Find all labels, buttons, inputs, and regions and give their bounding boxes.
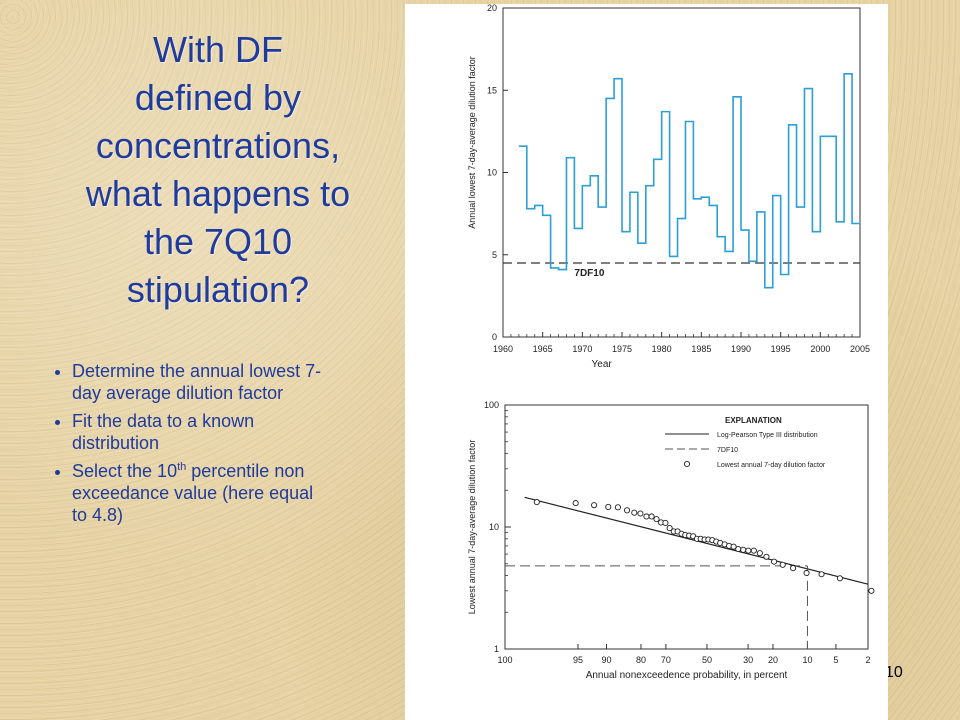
data-point xyxy=(779,561,786,568)
reference-line-label: 7DF10 xyxy=(574,268,604,279)
x-tick-label: 1970 xyxy=(572,344,592,354)
data-point xyxy=(666,525,673,532)
data-point xyxy=(740,546,747,553)
data-point xyxy=(735,545,742,553)
title-line: what happens to xyxy=(85,173,351,214)
page-number: 10 xyxy=(885,664,903,681)
data-point xyxy=(623,507,631,514)
bullet-text-end: percentile non exceedance value (here eq… xyxy=(72,461,314,525)
y-tick-label: 5 xyxy=(492,250,497,260)
x-tick-label: 100 xyxy=(497,655,512,665)
x-tick-label: 10 xyxy=(802,655,812,665)
data-point xyxy=(756,550,763,557)
x-tick-label: 2 xyxy=(865,655,870,665)
data-point xyxy=(637,510,644,517)
data-point xyxy=(572,500,579,507)
data-point xyxy=(750,547,757,554)
legend-label: Log-Pearson Type III distribution xyxy=(717,432,818,439)
data-point xyxy=(790,565,797,572)
y-axis-label: Annual lowest 7-day-average dilution fac… xyxy=(467,56,477,229)
x-tick-label: 1985 xyxy=(691,344,711,354)
legend-label: Lowest annual 7-day dilution factor xyxy=(717,462,826,469)
data-point xyxy=(745,547,752,554)
title-line: defined by xyxy=(134,77,302,118)
y-axis-label: Lowest annual 7-day-average dilution fac… xyxy=(467,440,477,615)
data-point xyxy=(653,516,660,523)
title-line: the 7Q10 xyxy=(143,221,293,262)
bullet-item: Select the 10th percentile non exceedanc… xyxy=(72,460,332,526)
data-point xyxy=(730,543,737,550)
data-point xyxy=(591,502,598,509)
x-tick-label: 1975 xyxy=(612,344,632,354)
data-point xyxy=(662,519,669,526)
x-tick-label: 90 xyxy=(601,655,611,665)
x-tick-label: 2005 xyxy=(850,344,870,354)
y-tick-label: 15 xyxy=(487,85,497,95)
x-tick-label: 1960 xyxy=(493,344,513,354)
data-point xyxy=(605,503,612,510)
data-point xyxy=(771,558,778,565)
data-point xyxy=(533,499,540,506)
data-point xyxy=(763,553,770,560)
legend-swatch-circle xyxy=(683,460,691,468)
bullet-item: Fit the data to a known distribution xyxy=(72,410,332,454)
plot-frame xyxy=(504,404,869,650)
y-tick-label: 20 xyxy=(487,4,497,13)
data-point xyxy=(818,571,825,578)
bullet-list: Determine the annual lowest 7-day averag… xyxy=(50,360,332,532)
x-tick-label: 2000 xyxy=(810,344,830,354)
x-tick-label: 30 xyxy=(743,655,753,665)
time-series-chart: 1960 1965 1970 1975 1980 1985 1990 1995 2000 2005… xyxy=(467,4,870,370)
legend-label: 7DF10 xyxy=(717,447,738,454)
data-point xyxy=(643,513,650,520)
x-tick-label: 5 xyxy=(833,655,838,665)
probability-chart: 100 95 90 80 70 50 30 20 10 5 2 1 10 100 Annual nonexc… xyxy=(467,400,875,681)
y-tick-label: 100 xyxy=(484,400,499,410)
x-axis-label: Annual nonexceedence probability, in per… xyxy=(586,670,788,681)
x-tick-label: 1965 xyxy=(533,344,553,354)
x-tick-label: 95 xyxy=(573,655,583,665)
x-axis-label: Year xyxy=(592,359,613,370)
bullet-item: Determine the annual lowest 7-day averag… xyxy=(72,360,332,404)
figure-panel: 1960 1965 1970 1975 1980 1985 1990 1995 2000 2005… xyxy=(405,4,888,720)
x-tick-label: 80 xyxy=(636,655,646,665)
title-line: stipulation? xyxy=(126,269,310,310)
x-tick-label: 1995 xyxy=(771,344,791,354)
slide-title: With DF defined by concentrations, what hap… xyxy=(40,26,396,314)
data-point xyxy=(868,587,875,594)
y-tick-label: 10 xyxy=(489,522,499,532)
y-tick-label: 0 xyxy=(492,332,497,342)
x-tick-label: 50 xyxy=(702,655,712,665)
data-point xyxy=(614,504,621,511)
y-tick-label: 10 xyxy=(487,168,497,178)
data-point xyxy=(836,575,843,582)
data-point xyxy=(803,569,810,577)
y-tick-label: 1 xyxy=(494,644,499,654)
data-point xyxy=(631,509,638,516)
bullet-superscript: th xyxy=(177,461,187,473)
series-line xyxy=(518,73,860,289)
title-line: With DF xyxy=(153,29,283,70)
x-tick-label: 20 xyxy=(768,655,778,665)
bullet-text-start: Select the 10 xyxy=(72,461,178,481)
legend-title: EXPLANATION xyxy=(725,416,782,425)
x-tick-label: 1990 xyxy=(731,344,751,354)
data-point xyxy=(648,513,655,520)
plot-frame xyxy=(502,7,861,338)
x-tick-label: 1980 xyxy=(652,344,672,354)
x-tick-label: 70 xyxy=(661,655,671,665)
title-line: concentrations, xyxy=(95,125,341,166)
